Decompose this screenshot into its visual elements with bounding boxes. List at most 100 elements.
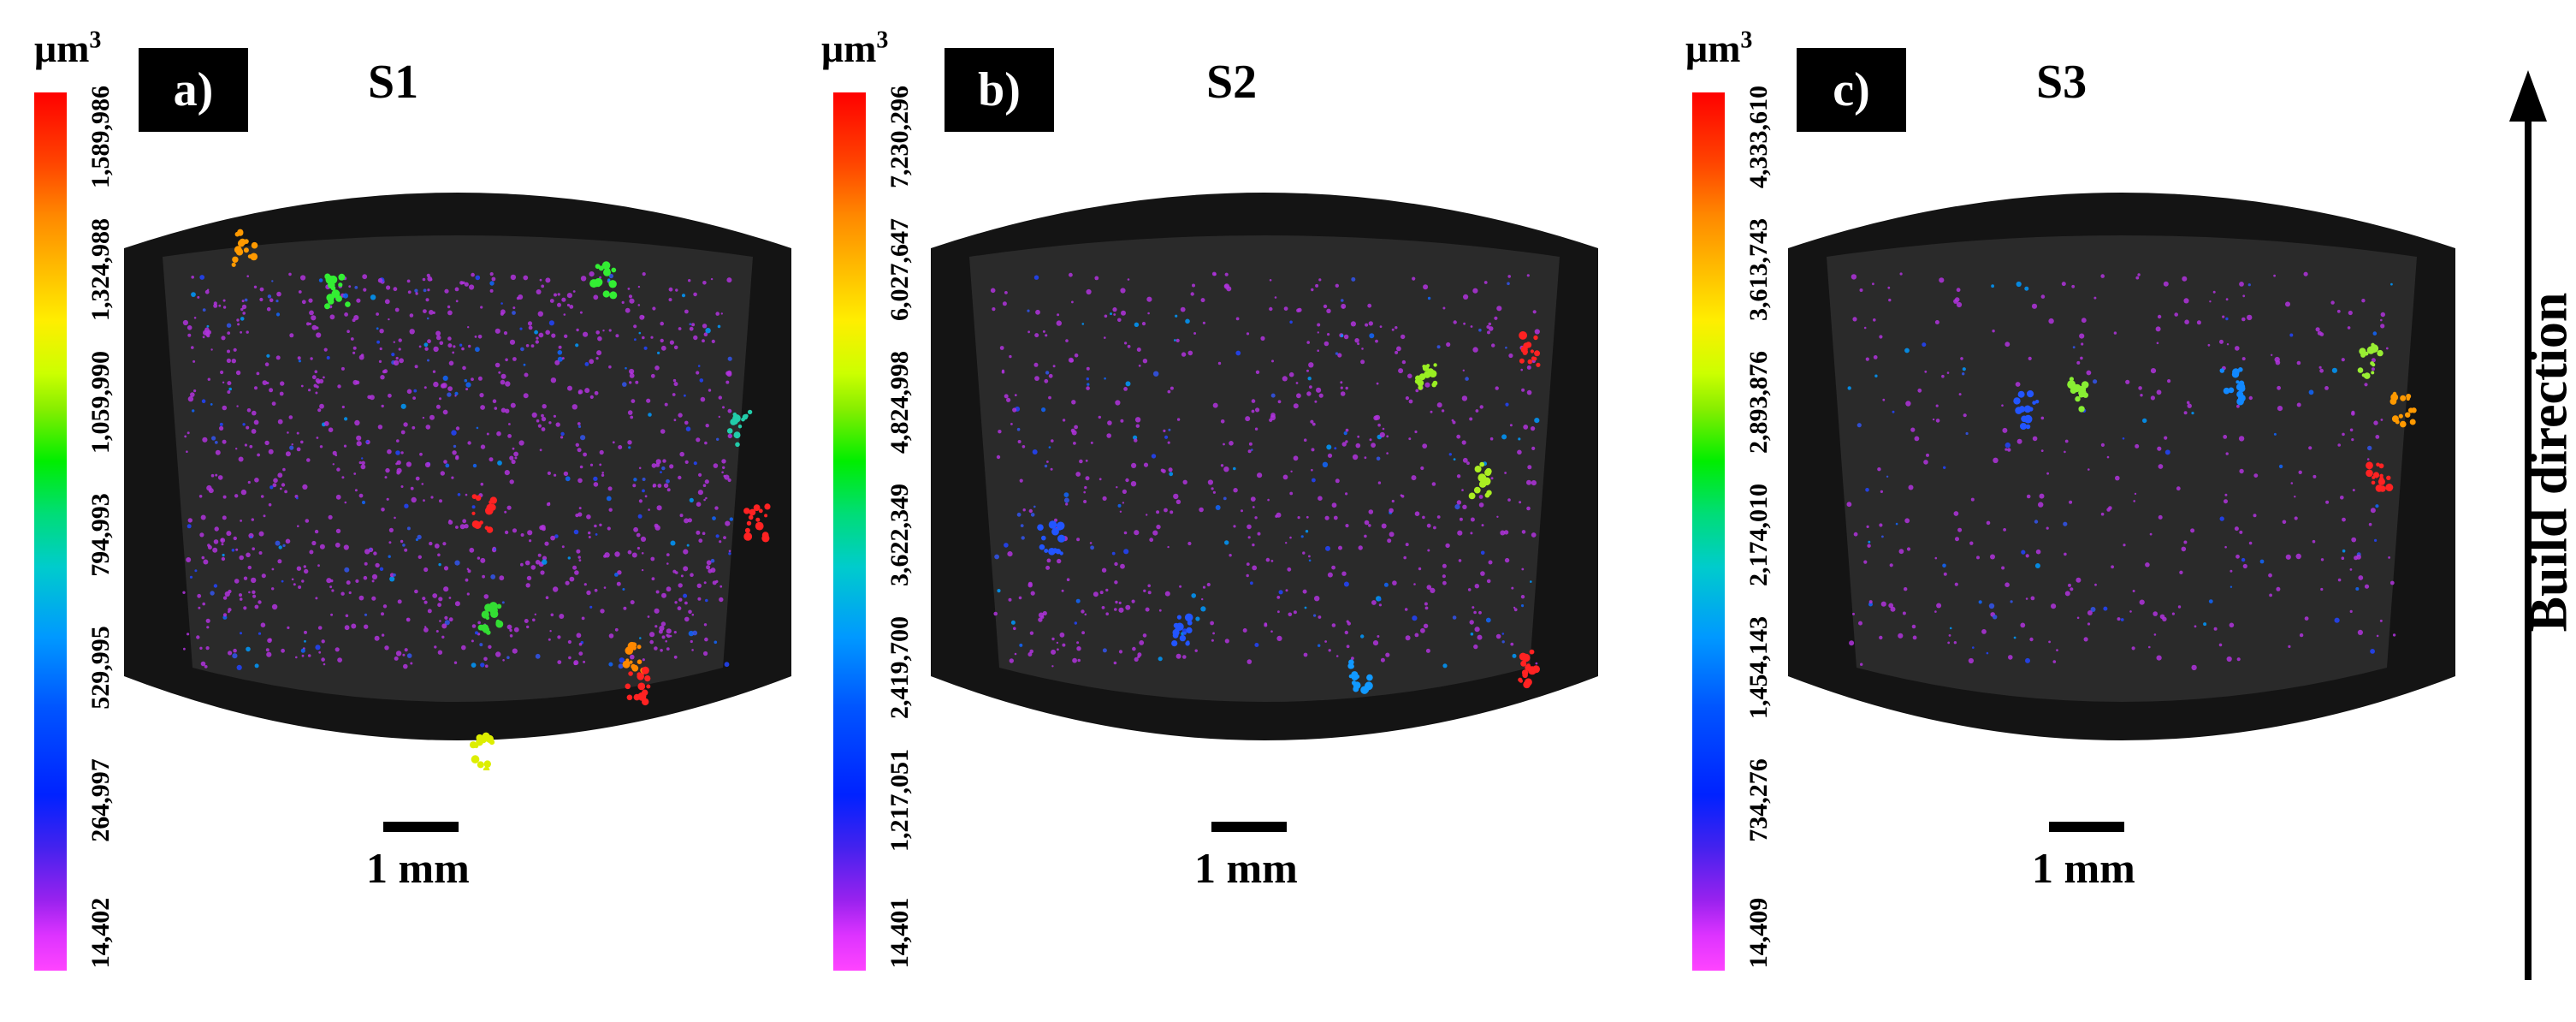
pore-marker (1046, 558, 1051, 563)
pore-marker (1125, 381, 1131, 387)
pore-marker (388, 318, 390, 321)
pore-marker (1534, 418, 1540, 424)
pore-marker (607, 486, 613, 491)
pore-marker (1969, 541, 1974, 545)
pore-marker (275, 355, 281, 360)
pore-marker (461, 645, 466, 651)
pore-marker (1935, 404, 1939, 407)
pore-marker (648, 413, 652, 417)
large-pore-marker (1523, 342, 1530, 349)
pore-marker (222, 405, 228, 411)
large-pore-marker (637, 682, 646, 691)
pore-marker (400, 403, 406, 409)
pore-marker (2277, 406, 2283, 412)
pore-marker (2129, 610, 2132, 613)
pore-marker (683, 566, 689, 572)
pore-marker (1156, 510, 1160, 514)
pore-marker (990, 288, 996, 294)
pore-marker (2135, 443, 2140, 449)
pore-marker (1115, 600, 1118, 604)
large-pore-marker (2364, 372, 2371, 379)
pore-marker (1309, 385, 1312, 389)
pore-marker (530, 565, 536, 570)
tick-label: 529,995 (86, 626, 115, 710)
pore-marker (724, 474, 730, 480)
pore-marker (415, 538, 418, 542)
pore-marker (2241, 317, 2246, 322)
pore-marker (199, 646, 203, 650)
pore-marker (1430, 587, 1436, 593)
pore-marker (1453, 458, 1456, 460)
pore-marker (228, 651, 233, 656)
pore-marker (1452, 420, 1456, 425)
pore-marker (1331, 565, 1335, 570)
pore-marker (240, 489, 247, 496)
pore-marker (422, 597, 426, 601)
pore-marker (2234, 526, 2239, 532)
pore-marker (427, 609, 432, 614)
pore-marker (317, 408, 322, 413)
large-pore-marker (231, 262, 236, 267)
pore-marker (1405, 543, 1409, 547)
pore-marker (547, 471, 551, 475)
pore-marker (627, 440, 632, 445)
pore-marker (236, 664, 242, 671)
pore-marker (578, 651, 583, 656)
large-pore-marker (1186, 627, 1193, 634)
pore-marker (638, 499, 643, 503)
pore-marker (650, 373, 655, 378)
pore-marker (2380, 324, 2385, 329)
pore-marker (443, 566, 449, 571)
pore-marker (329, 585, 333, 589)
pore-marker (1117, 503, 1122, 508)
pore-marker (2379, 619, 2383, 622)
pore-marker (629, 368, 635, 375)
pore-marker (386, 497, 389, 501)
pore-marker (691, 649, 694, 651)
pore-marker (213, 539, 219, 544)
pore-marker (1953, 511, 1959, 516)
pore-marker (2308, 446, 2312, 450)
pore-marker (331, 589, 335, 592)
pore-marker (315, 391, 318, 395)
pore-marker (696, 371, 700, 375)
pore-marker (289, 333, 294, 338)
large-pore-marker (629, 660, 633, 664)
pore-marker (697, 365, 701, 367)
pore-marker (301, 300, 306, 305)
pore-marker (379, 329, 384, 334)
pore-marker (2056, 649, 2058, 651)
pore-marker (681, 294, 686, 298)
pore-marker (2008, 655, 2013, 660)
pore-marker (1461, 489, 1464, 491)
pore-marker (512, 447, 515, 450)
pore-marker (697, 597, 702, 601)
pore-marker (199, 532, 204, 538)
pore-marker (608, 662, 613, 667)
pore-marker (1016, 427, 1021, 431)
pore-marker (435, 630, 439, 633)
pore-marker (1044, 464, 1048, 468)
pore-marker (461, 347, 465, 351)
pore-marker (1057, 648, 1059, 651)
pore-marker (273, 478, 278, 484)
pore-marker (583, 583, 587, 586)
pore-marker (577, 448, 582, 453)
pore-marker (505, 358, 508, 362)
pore-marker (1123, 387, 1128, 391)
pore-marker (678, 583, 683, 588)
pore-marker (1337, 353, 1342, 358)
pore-marker (411, 496, 417, 503)
pore-marker (425, 425, 431, 430)
pore-marker (316, 332, 322, 338)
pore-marker (311, 315, 317, 321)
pore-marker (594, 390, 599, 395)
pore-marker (696, 437, 701, 443)
pore-marker (1050, 467, 1053, 471)
pore-marker (187, 395, 194, 402)
pore-marker (636, 532, 641, 538)
pore-marker (506, 505, 512, 510)
pore-marker (258, 551, 263, 555)
pore-marker (1010, 620, 1016, 625)
large-pore-marker (338, 282, 343, 288)
